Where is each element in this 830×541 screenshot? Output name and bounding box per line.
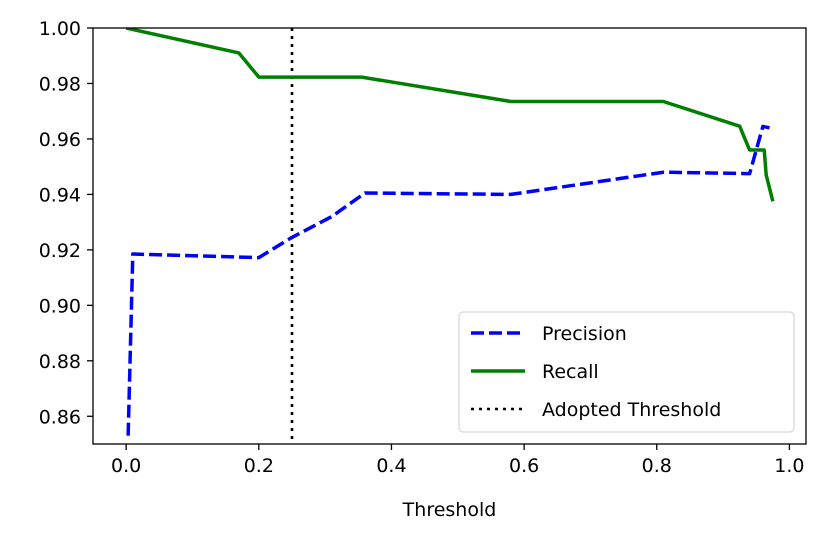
x-tick-label: 0.6 — [509, 455, 539, 477]
y-tick-label: 0.96 — [39, 129, 81, 151]
x-tick-label: 1.0 — [774, 455, 804, 477]
x-tick-label: 0.0 — [111, 455, 141, 477]
legend-label: Recall — [542, 361, 599, 383]
y-tick-label: 0.92 — [39, 240, 81, 262]
series-line-precision — [126, 124, 770, 436]
legend-label: Adopted Threshold — [542, 399, 721, 421]
legend-items: Precision Recall Adopted Threshold — [471, 323, 721, 421]
plot-frame — [92, 27, 807, 445]
x-axis-ticks: 0.0 0.2 0.4 0.6 0.8 1.0 — [111, 444, 805, 477]
x-axis-label: Threshold — [402, 499, 497, 521]
series-layer — [125, 28, 775, 444]
y-tick-label: 0.88 — [39, 351, 81, 373]
y-tick-label: 0.94 — [39, 184, 81, 206]
y-tick-label: 0.98 — [39, 73, 81, 95]
legend-label: Precision — [542, 323, 627, 345]
y-axis-ticks: 0.86 0.88 0.90 0.92 0.94 0.96 0.98 1.00 — [39, 18, 93, 428]
x-tick-label: 0.2 — [244, 455, 274, 477]
legend-box — [458, 311, 795, 433]
x-tick-label: 0.4 — [376, 455, 406, 477]
series-line-recall — [125, 28, 775, 202]
y-tick-label: 1.00 — [39, 18, 81, 40]
y-tick-label: 0.86 — [39, 406, 81, 428]
x-tick-label: 0.8 — [642, 455, 672, 477]
y-tick-label: 0.90 — [39, 295, 81, 317]
legend: Precision Recall Adopted Threshold — [458, 311, 795, 433]
